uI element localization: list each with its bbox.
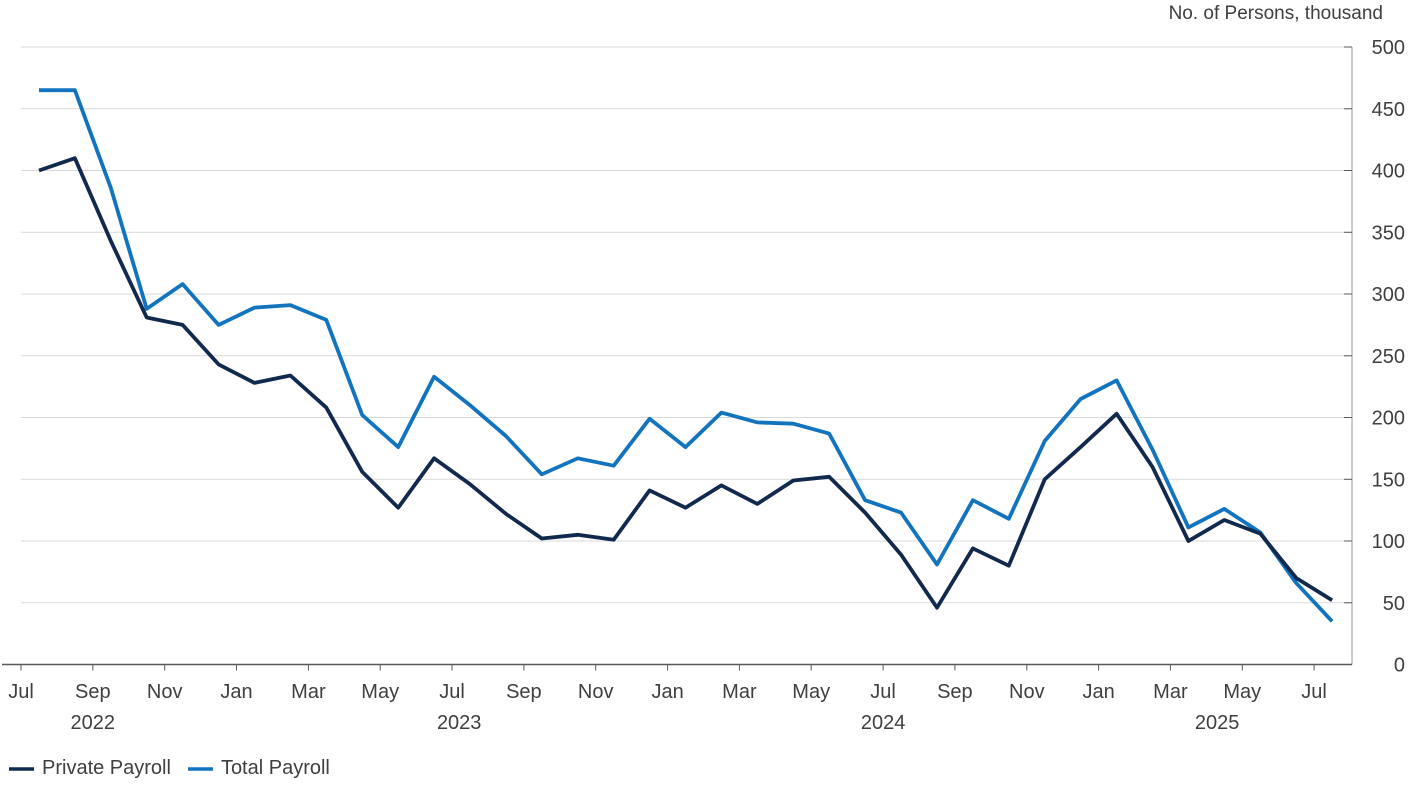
x-axis-year-label: 2025: [1195, 712, 1240, 734]
x-axis-label: Sep: [937, 681, 973, 703]
x-axis-label: May: [361, 681, 399, 703]
x-axis-label: May: [792, 681, 830, 703]
private-payroll-line-icon: [9, 766, 34, 771]
x-axis-label: Jan: [220, 681, 252, 703]
x-axis-label: Mar: [1153, 681, 1188, 703]
x-axis-label: May: [1223, 681, 1261, 703]
x-axis-label: Mar: [722, 681, 757, 703]
chart-axis-title: No. of Persons, thousand: [1168, 3, 1383, 24]
legend-item-total-payroll: Total Payroll: [187, 757, 330, 780]
x-axis-year-label: 2023: [437, 712, 482, 734]
series-total-payroll: [39, 88, 1334, 623]
y-axis-label: 400: [1372, 161, 1405, 183]
x-axis-label: Jul: [1301, 681, 1327, 703]
x-axis-label: Mar: [291, 681, 326, 703]
x-axis-label: Jul: [870, 681, 896, 703]
x-axis-label: Nov: [147, 681, 183, 703]
y-axis-label: 200: [1372, 408, 1405, 430]
total-payroll-line-icon: [187, 766, 213, 771]
x-axis-year-label: 2024: [861, 712, 906, 734]
x-axis-label: Sep: [506, 681, 542, 703]
y-axis-label: 450: [1372, 99, 1405, 121]
y-axis-label: 0: [1394, 655, 1405, 677]
y-axis-label: 250: [1372, 346, 1405, 368]
y-axis-label: 300: [1372, 284, 1405, 306]
x-axis-label: Jan: [651, 681, 683, 703]
x-axis-label: Nov: [578, 681, 614, 703]
x-axis-label: Jul: [439, 681, 465, 703]
y-axis-label: 50: [1383, 593, 1405, 615]
y-axis-label: 100: [1372, 531, 1405, 553]
y-axis-label: 150: [1372, 469, 1405, 491]
x-axis-label: Jul: [8, 681, 34, 703]
series-private-payroll: [38, 156, 1334, 610]
legend-label-private-payroll: Private Payroll: [42, 757, 171, 779]
y-axis-label: 500: [1372, 37, 1405, 59]
x-axis-year-label: 2022: [71, 712, 116, 734]
x-axis-label: Nov: [1009, 681, 1045, 703]
x-axis-label: Sep: [75, 681, 111, 703]
legend-label-total-payroll: Total Payroll: [220, 757, 330, 779]
legend-item-private-payroll: Private Payroll: [8, 757, 171, 780]
legend: Private Payroll Total Payroll: [8, 757, 330, 780]
x-axis-label: Jan: [1082, 681, 1114, 703]
y-axis-label: 350: [1372, 222, 1405, 244]
